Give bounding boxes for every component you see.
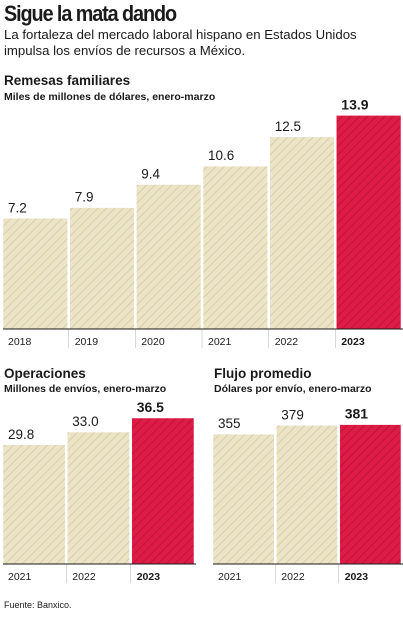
- remesas-value-label-2021: 10.6: [208, 148, 234, 163]
- operaciones-chart: 29.8 2021 33.0 2022 36.5 2023: [2, 399, 196, 583]
- operaciones-category-label-2021: 2021: [8, 571, 32, 583]
- flujo-subtitle: Dólares por envío, enero-marzo: [214, 383, 372, 395]
- remesas-subtitle: Miles de millones de dólares, enero-marz…: [4, 91, 216, 103]
- remesas-category-label-2023: 2023: [341, 336, 365, 348]
- remesas-chart: 7.2 2018 7.9 2019 9.4 2020 10.6 2021 12.5 2022 13.…: [2, 96, 403, 348]
- remesas-bar-2023: [336, 115, 402, 330]
- remesas-value-label-2023: 13.9: [341, 96, 368, 112]
- operaciones-value-label-2021: 29.8: [8, 427, 34, 442]
- operaciones-bar-2023: [131, 417, 195, 565]
- remesas-category-label-2020: 2020: [141, 336, 165, 348]
- operaciones-title: Operaciones: [4, 366, 86, 381]
- operaciones-subtitle: Millones de envíos, enero-marzo: [4, 383, 167, 395]
- remesas-value-label-2019: 7.9: [75, 190, 94, 205]
- remesas-value-label-2020: 9.4: [141, 167, 160, 182]
- remesas-category-label-2021: 2021: [208, 336, 232, 348]
- remesas-bar-2019: [69, 207, 135, 330]
- remesas-value-label-2018: 7.2: [8, 200, 27, 215]
- flujo-value-label-2022: 379: [281, 407, 304, 422]
- remesas-bar-2020: [136, 184, 202, 330]
- operaciones-category-label-2022: 2022: [72, 571, 96, 583]
- flujo-value-label-2021: 355: [218, 416, 241, 431]
- remesas-category-label-2022: 2022: [275, 336, 299, 348]
- remesas-bar-2021: [202, 165, 268, 330]
- flujo-bar-2023: [339, 424, 402, 565]
- operaciones-bar-2022: [67, 431, 130, 565]
- remesas-bar-2022: [269, 136, 335, 330]
- operaciones-value-label-2022: 33.0: [72, 414, 98, 429]
- flujo-category-label-2021: 2021: [218, 571, 242, 583]
- flujo-value-label-2023: 381: [345, 406, 369, 422]
- flujo-category-label-2023: 2023: [345, 571, 369, 583]
- headline: Sigue la mata dando: [4, 1, 177, 26]
- flujo-chart: 355 2021 379 2022 381 2023: [212, 406, 403, 583]
- operaciones-value-label-2023: 36.5: [137, 399, 164, 415]
- remesas-bar-2018: [2, 218, 68, 330]
- flujo-bar-2021: [212, 433, 275, 565]
- flujo-category-label-2022: 2022: [281, 571, 305, 583]
- remesas-title: Remesas familiares: [4, 73, 131, 88]
- remesas-value-label-2022: 12.5: [275, 119, 301, 134]
- remesas-category-label-2019: 2019: [75, 336, 99, 348]
- flujo-bar-2022: [276, 425, 338, 565]
- subtitle: La fortaleza del mercado laboral hispano…: [4, 27, 357, 58]
- source-note: Fuente: Banxico.: [4, 600, 72, 610]
- operaciones-category-label-2023: 2023: [137, 571, 161, 583]
- operaciones-bar-2021: [2, 444, 66, 565]
- flujo-title: Flujo promedio: [214, 366, 312, 381]
- remesas-category-label-2018: 2018: [8, 336, 32, 348]
